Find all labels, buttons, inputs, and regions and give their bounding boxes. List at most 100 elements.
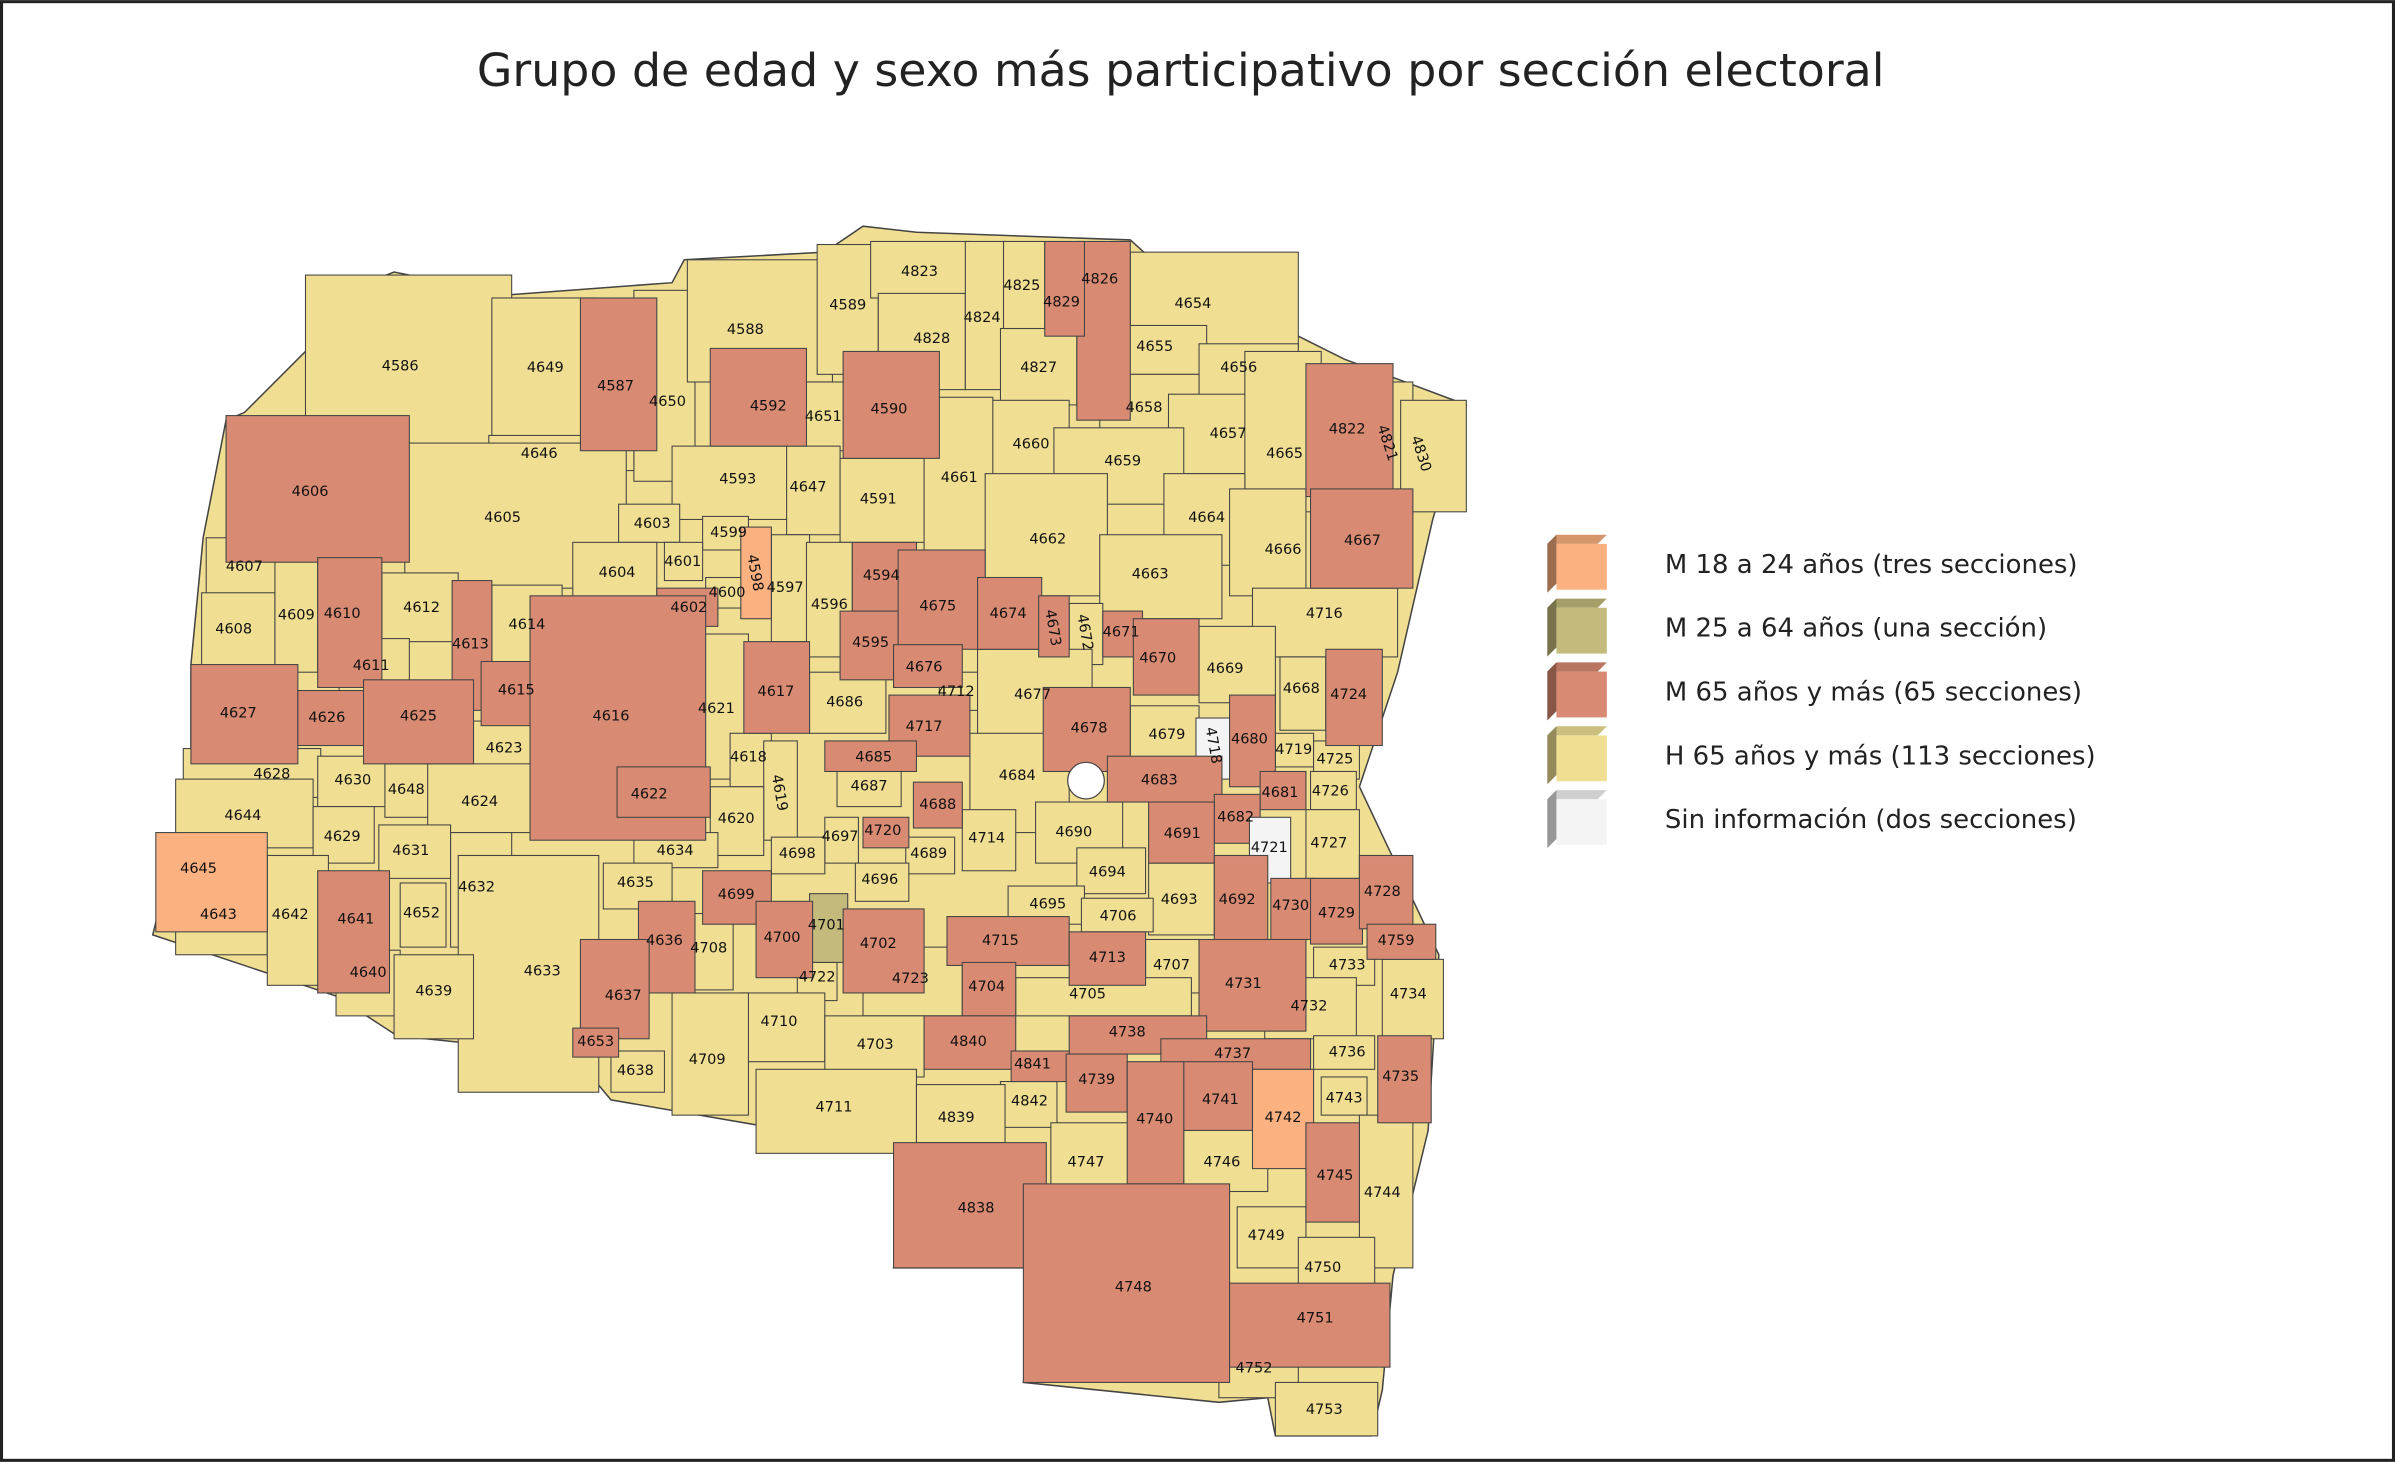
section-area (1148, 801, 1215, 864)
section-label: 4609 (278, 608, 315, 624)
section-label: 4666 (1265, 542, 1302, 558)
section-area (201, 592, 276, 669)
section-area (1229, 1282, 1391, 1368)
section-label: 4605 (484, 510, 521, 526)
section-label: 4737 (1214, 1046, 1251, 1062)
section-label: 4704 (968, 979, 1005, 995)
section-label: 4646 (521, 446, 558, 462)
section-label: 4648 (388, 782, 425, 798)
section-area (1279, 656, 1327, 731)
section-label: 4692 (1219, 892, 1256, 908)
section-label: 4751 (1297, 1310, 1334, 1326)
section-label: 4721 (1251, 840, 1288, 856)
section-label: 4594 (863, 568, 900, 584)
section-area (709, 786, 765, 857)
section-label: 4669 (1207, 661, 1244, 677)
section-label: 4748 (1115, 1280, 1152, 1296)
section-label: 4621 (698, 701, 735, 717)
section-label: 4603 (634, 516, 671, 532)
section-area (1236, 1206, 1307, 1269)
section-label: 4713 (1089, 950, 1126, 966)
section-label: 4623 (486, 741, 523, 757)
section-label: 4687 (851, 779, 888, 795)
section-area (317, 557, 383, 689)
section-label: 4693 (1161, 892, 1198, 908)
section-label: 4671 (1103, 624, 1140, 640)
section-label: 4622 (631, 786, 668, 802)
legend-swatch (1556, 543, 1607, 590)
section-label: 4608 (215, 621, 252, 637)
section-label: 4649 (527, 360, 564, 376)
section-label: 4825 (1003, 278, 1040, 294)
section-label: 4596 (811, 597, 848, 613)
section-label: 4641 (337, 912, 374, 928)
section-label: 4689 (910, 846, 947, 862)
section-label: 4684 (999, 768, 1036, 784)
legend-item: H 65 años y más (113 secciones) (1547, 726, 2096, 785)
section-label: 4678 (1071, 721, 1108, 737)
section-label: 4638 (617, 1063, 654, 1079)
section-area (1044, 240, 1086, 337)
section-area (1229, 488, 1307, 597)
section-label: 4827 (1020, 360, 1057, 376)
section-label: 4688 (919, 797, 956, 813)
section-label: 4652 (403, 906, 440, 922)
section-label: 4602 (670, 600, 707, 616)
section-area (610, 1050, 665, 1093)
section-label: 4599 (710, 525, 747, 541)
section-label: 4664 (1188, 510, 1225, 526)
section-area (870, 240, 971, 299)
section-label: 4660 (1013, 437, 1050, 453)
section-area (905, 836, 956, 875)
legend-swatch-top (1547, 598, 1607, 608)
section-label: 4676 (906, 660, 943, 676)
section-label: 4838 (958, 1200, 995, 1216)
section-area (572, 541, 658, 604)
section-label: 4745 (1317, 1168, 1354, 1184)
section-label: 4731 (1225, 976, 1262, 992)
section-label: 4752 (1236, 1361, 1273, 1377)
section-area (1274, 1381, 1379, 1437)
section-label: 4635 (617, 875, 654, 891)
section-area (312, 806, 375, 864)
section-label: 4627 (220, 705, 257, 721)
section-area (915, 1084, 1006, 1144)
section-label: 4683 (1141, 773, 1178, 789)
section-label: 4668 (1283, 681, 1320, 697)
section-label: 4699 (718, 887, 755, 903)
section-label: 4742 (1265, 1110, 1302, 1126)
section-area (824, 740, 917, 773)
section-label: 4733 (1329, 957, 1366, 973)
sections (155, 240, 1467, 1437)
section-label: 4829 (1043, 295, 1080, 311)
section-label: 4710 (761, 1014, 798, 1030)
legend-label: M 25 a 64 años (una sección) (1665, 614, 2047, 644)
section-label: 4697 (822, 829, 859, 845)
section-label: 4651 (805, 409, 842, 425)
section-label: 4656 (1220, 360, 1257, 376)
legend-item: Sin información (dos secciones) (1547, 790, 2077, 849)
section-label: 4661 (941, 470, 978, 486)
legend-item: M 65 años y más (65 secciones) (1547, 662, 2082, 721)
section-label: 4629 (324, 829, 361, 845)
section-label: 4626 (308, 710, 345, 726)
section-label: 4839 (938, 1110, 975, 1126)
section-area (961, 809, 1017, 872)
section-label: 4715 (982, 933, 1019, 949)
section-label: 4616 (593, 708, 630, 724)
section-label: 4735 (1382, 1069, 1419, 1085)
section-area (155, 832, 268, 933)
section-label: 4749 (1248, 1228, 1285, 1244)
section-label: 4640 (350, 965, 387, 981)
section-label: 4598 (743, 553, 765, 592)
section-area (1198, 938, 1307, 1032)
section-label: 4614 (509, 617, 546, 633)
section-label: 4729 (1318, 906, 1355, 922)
section-label: 4617 (757, 684, 794, 700)
legend-label: M 65 años y más (65 secciones) (1665, 677, 2082, 707)
section-area (362, 679, 475, 765)
section-area (393, 954, 475, 1040)
section-label: 4618 (730, 750, 767, 766)
